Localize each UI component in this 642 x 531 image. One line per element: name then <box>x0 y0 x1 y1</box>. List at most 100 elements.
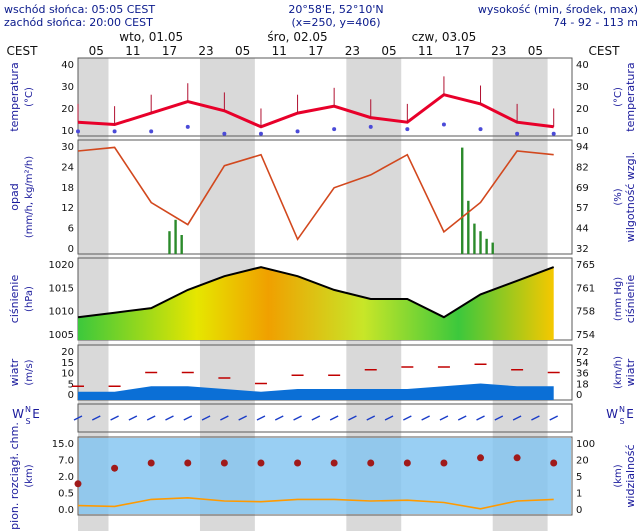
wind-left-tick: 10 <box>61 369 74 380</box>
compass-n-right: N <box>619 405 625 414</box>
wind-left-axis-label: wiatr <box>8 358 21 386</box>
precip-bar <box>168 231 171 254</box>
clouds-right-axis-unit: (km) <box>613 464 624 487</box>
pressure-right-tick: 761 <box>576 283 595 294</box>
compass-s-right: S <box>619 417 624 426</box>
clouds-right-tick: 0 <box>576 505 582 516</box>
precip-right-tick: 57 <box>576 203 589 214</box>
temperature-left-axis-label: temperatura <box>8 62 21 131</box>
pressure-right-tick: 754 <box>576 330 595 341</box>
wind-right-axis-unit: (km/h) <box>613 356 624 389</box>
clouds-left-axis-label: pion. rozciągł. chm. <box>8 422 21 530</box>
hour-tick-label: 05 <box>235 44 250 58</box>
compass-e-right: E <box>626 407 634 421</box>
clouds-left-tick: 15.0 <box>52 439 74 450</box>
precip-right-tick: 69 <box>576 183 589 194</box>
clouds-left-axis-unit: (km) <box>24 464 35 487</box>
temperature-left-tick: 30 <box>61 82 74 93</box>
temperature-left-tick: 20 <box>61 104 74 115</box>
wind-direction-arrow <box>73 415 83 421</box>
precip-bar <box>467 200 470 254</box>
pressure-left-axis-unit: (hPa) <box>24 286 35 312</box>
wind-left-tick: 0 <box>68 390 74 401</box>
hour-tick-label: 23 <box>491 44 506 58</box>
pressure-left-tick: 1015 <box>49 283 74 294</box>
cloud-top-point <box>440 459 448 467</box>
cloud-top-point <box>147 459 155 467</box>
wind-direction-arrow <box>348 415 357 421</box>
hour-tick-label: 17 <box>162 44 177 58</box>
dewpoint-point <box>258 131 263 136</box>
precip-left-tick: 18 <box>61 183 74 194</box>
precip-right-tick: 82 <box>576 162 589 173</box>
cloud-top-point <box>477 454 485 462</box>
precip-bar <box>473 223 476 254</box>
day-label: śro, 02.05 <box>267 30 327 44</box>
cloud-top-point <box>294 459 302 467</box>
dewpoint-point <box>295 129 300 134</box>
wind-direction-arrow <box>293 415 302 421</box>
wind-direction-arrow <box>494 415 504 421</box>
precip-right-tick: 94 <box>576 142 589 153</box>
day-label: czw, 03.05 <box>412 30 477 44</box>
height-title: wysokość (min, środek, max) <box>477 3 638 16</box>
wind-direction-arrow <box>110 415 119 421</box>
wind-direction-arrow <box>512 415 522 421</box>
wind-direction-arrow <box>421 415 430 421</box>
cloud-top-point <box>513 454 521 462</box>
clouds-left-tick: 0.0 <box>58 505 74 516</box>
dewpoint-point <box>368 124 373 129</box>
precip-left-tick: 30 <box>61 142 74 153</box>
dewpoint-point <box>149 129 154 134</box>
cloud-top-point <box>111 464 119 472</box>
wind-direction-arrow <box>531 415 540 421</box>
wind-direction-arrow <box>274 415 284 421</box>
precip-bar <box>180 235 183 254</box>
wind-direction-arrow <box>549 415 559 421</box>
hour-tick-label: 05 <box>89 44 104 58</box>
wind-direction-arrow <box>439 415 449 421</box>
dewpoint-point <box>76 129 80 134</box>
cloud-top-point <box>330 459 338 467</box>
temperature-series-line <box>77 93 554 129</box>
dewpoint-point <box>441 122 446 127</box>
wind-direction-arrow <box>183 415 193 421</box>
cloud-top-point <box>220 459 228 467</box>
wind-right-axis-label: wiatr <box>624 358 637 386</box>
hour-tick-label: 17 <box>308 44 323 58</box>
temperature-frame <box>77 57 573 137</box>
hour-tick-label: 23 <box>345 44 360 58</box>
pressure-area <box>78 267 554 340</box>
wind-direction-arrow <box>128 415 138 421</box>
clouds-left-tick: 0.5 <box>58 489 74 500</box>
pressure-left-tick: 1020 <box>49 260 74 271</box>
precip-right-axis-label: wilgotność wzgl. <box>624 152 637 242</box>
hour-tick-label: 11 <box>272 44 287 58</box>
dewpoint-point <box>112 129 117 134</box>
wind-right-tick: 18 <box>576 379 589 390</box>
location-info: 20°58'E, 52°10'N (x=250, y=406) <box>271 3 401 29</box>
visibility-series-line <box>77 496 554 510</box>
clouds-left-tick: 7.0 <box>58 456 74 467</box>
cloud-top-point <box>74 480 82 488</box>
hour-tick-label: 17 <box>455 44 470 58</box>
hour-tick-label: 23 <box>198 44 213 58</box>
wind-direction-arrow <box>165 415 174 421</box>
pressure-right-axis-label: ciśnienie <box>624 275 637 324</box>
tz-right-label: CEST <box>589 44 621 58</box>
wind-direction-arrow <box>256 415 266 421</box>
wind-direction-arrow <box>366 415 376 421</box>
pressure-right-tick: 758 <box>576 307 595 318</box>
hour-tick-label: 05 <box>381 44 396 58</box>
clouds-right-tick: 100 <box>576 439 595 450</box>
precip-left-tick: 12 <box>61 203 74 214</box>
wind-left-tick: 15 <box>61 358 74 369</box>
temperature-right-tick: 20 <box>576 104 589 115</box>
sun-info: wschód słońca: 05:05 CEST zachód słońca:… <box>4 3 155 29</box>
temperature-right-tick: 40 <box>576 60 589 71</box>
temperature-right-tick: 30 <box>576 82 589 93</box>
temperature-left-axis-unit: (°C) <box>24 87 35 107</box>
dewpoint-point <box>405 127 410 132</box>
cloud-top-point <box>550 459 558 467</box>
